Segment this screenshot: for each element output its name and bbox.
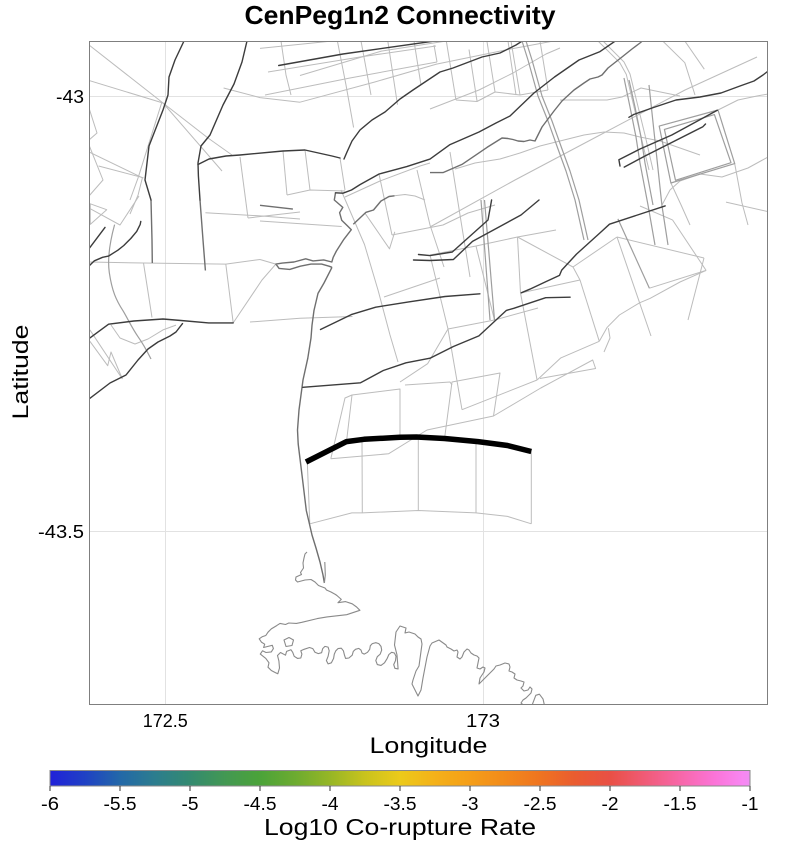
svg-text:173: 173 [466, 711, 500, 731]
svg-text:-5: -5 [182, 794, 199, 814]
svg-text:-2.5: -2.5 [524, 794, 557, 814]
svg-text:-4.5: -4.5 [244, 794, 277, 814]
svg-text:-3.5: -3.5 [384, 794, 417, 814]
svg-text:-43.5: -43.5 [38, 522, 84, 542]
svg-text:Longitude: Longitude [370, 733, 488, 758]
svg-text:-3: -3 [462, 794, 479, 814]
svg-text:-5.5: -5.5 [104, 794, 137, 814]
svg-text:-6: -6 [41, 794, 59, 814]
svg-text:Log10 Co-rupture Rate: Log10 Co-rupture Rate [264, 814, 536, 840]
svg-text:CenPeg1n2 Connectivity: CenPeg1n2 Connectivity [245, 0, 557, 30]
svg-text:-43: -43 [56, 87, 84, 107]
svg-text:-1.5: -1.5 [664, 794, 697, 814]
svg-text:-4: -4 [322, 794, 339, 814]
svg-text:172.5: 172.5 [143, 711, 188, 731]
svg-text:Latitude: Latitude [8, 325, 33, 420]
svg-text:-1: -1 [742, 794, 759, 814]
svg-text:-2: -2 [602, 794, 619, 814]
